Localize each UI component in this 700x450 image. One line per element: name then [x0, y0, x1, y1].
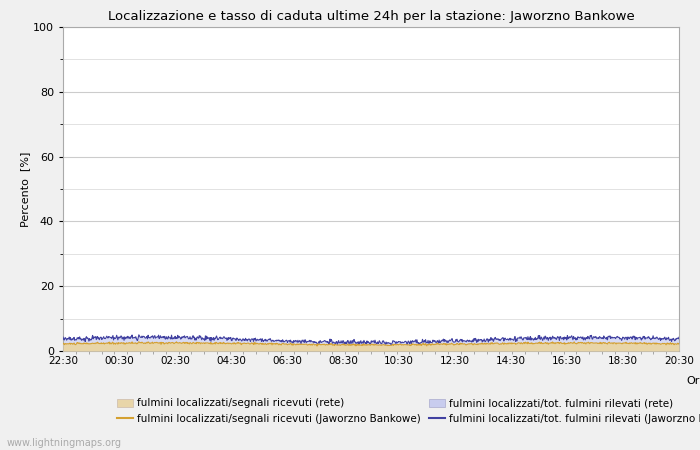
Y-axis label: Percento  [%]: Percento [%] [20, 151, 30, 227]
Legend: fulmini localizzati/segnali ricevuti (rete), fulmini localizzati/segnali ricevut: fulmini localizzati/segnali ricevuti (re… [118, 398, 700, 423]
Text: Orario: Orario [686, 376, 700, 386]
Text: www.lightningmaps.org: www.lightningmaps.org [7, 438, 122, 448]
Title: Localizzazione e tasso di caduta ultime 24h per la stazione: Jaworzno Bankowe: Localizzazione e tasso di caduta ultime … [108, 10, 634, 23]
